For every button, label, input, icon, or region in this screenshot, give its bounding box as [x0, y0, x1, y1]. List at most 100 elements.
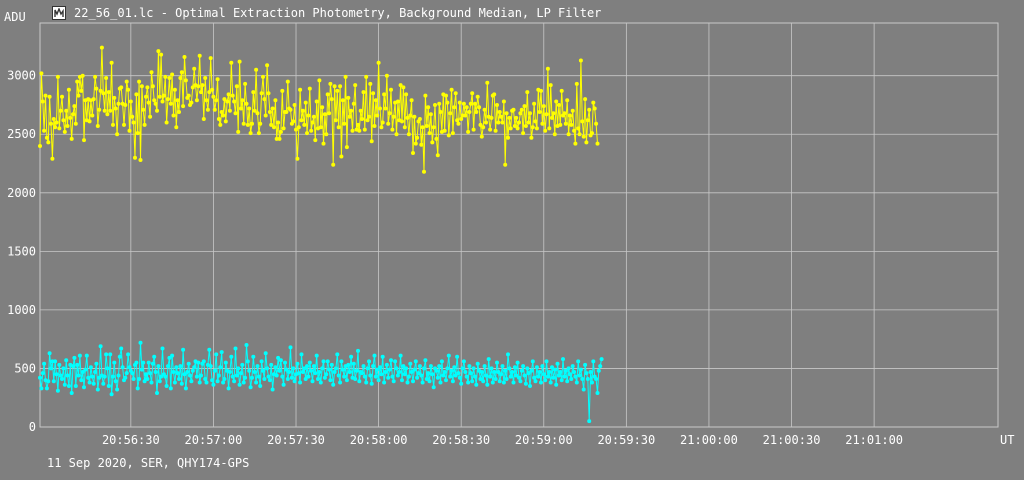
data-point [80, 73, 85, 78]
data-point [200, 83, 205, 88]
data-point [115, 387, 120, 392]
data-point [306, 374, 311, 379]
data-point [594, 377, 599, 381]
data-point [144, 94, 148, 99]
data-point [259, 91, 264, 96]
data-point [157, 379, 162, 384]
data-point [522, 373, 527, 378]
data-point [270, 387, 275, 392]
data-point [226, 92, 231, 97]
data-point [229, 354, 234, 359]
data-point [44, 135, 49, 140]
data-point [424, 377, 429, 381]
data-point [227, 370, 232, 374]
data-point [365, 118, 370, 123]
data-point [49, 366, 53, 371]
data-point [450, 131, 455, 136]
data-point [383, 106, 388, 111]
data-point [357, 379, 362, 384]
data-point [508, 374, 513, 379]
data-point [340, 367, 345, 372]
data-point [324, 372, 329, 377]
data-point [183, 386, 188, 391]
data-point [166, 364, 170, 369]
data-point [204, 98, 209, 103]
data-point [468, 101, 473, 106]
data-point [194, 374, 199, 379]
data-point [133, 155, 137, 160]
data-point [336, 373, 341, 378]
data-point [482, 364, 487, 369]
data-point [573, 141, 578, 146]
data-point [95, 387, 100, 392]
data-point [328, 378, 333, 383]
data-point [556, 373, 561, 378]
data-point [252, 108, 257, 113]
data-point [393, 359, 398, 364]
data-point [168, 386, 173, 391]
data-point [532, 375, 537, 380]
data-point [426, 105, 431, 110]
data-point [504, 377, 509, 381]
data-point [276, 355, 281, 360]
data-point [40, 99, 45, 104]
data-point [504, 111, 509, 116]
data-point [239, 106, 243, 111]
data-point [551, 375, 556, 380]
data-point [515, 360, 520, 365]
data-point [248, 385, 253, 390]
data-point [336, 125, 341, 130]
data-point [141, 107, 146, 112]
data-point [587, 419, 592, 424]
data-point [175, 371, 180, 376]
data-point [466, 380, 471, 385]
data-point [595, 391, 600, 395]
data-point [320, 366, 325, 371]
data-point [171, 370, 176, 374]
data-point [296, 125, 301, 130]
data-point [152, 354, 157, 359]
data-point [210, 87, 215, 92]
data-point [225, 99, 230, 104]
data-point [46, 379, 51, 384]
data-point [475, 361, 480, 366]
data-point [395, 373, 400, 378]
data-point [111, 122, 115, 127]
data-point [350, 128, 355, 133]
data-point [444, 93, 448, 98]
data-point [150, 84, 155, 89]
data-point [426, 371, 431, 376]
y-tick-label: 3000 [7, 69, 36, 83]
data-point [197, 53, 202, 58]
data-point [182, 372, 187, 377]
data-point [442, 370, 447, 374]
data-point [50, 156, 55, 161]
data-point [135, 386, 140, 391]
data-point [232, 379, 237, 384]
data-point [353, 83, 358, 88]
data-point [263, 113, 268, 118]
data-point [60, 94, 64, 99]
data-point [57, 126, 62, 131]
data-point [153, 101, 158, 106]
data-point [488, 127, 493, 132]
data-point [389, 358, 393, 363]
data-point [519, 368, 524, 373]
data-point [267, 110, 272, 114]
data-point [199, 90, 203, 95]
data-point [68, 115, 73, 120]
data-point [466, 129, 471, 134]
data-point [400, 378, 404, 383]
data-point [101, 381, 106, 386]
data-point [302, 366, 307, 371]
data-point [88, 365, 93, 370]
data-point [322, 375, 327, 380]
data-point [234, 84, 239, 89]
data-point [252, 370, 257, 374]
data-point [384, 73, 389, 78]
data-point [123, 103, 128, 107]
data-point [237, 59, 242, 64]
data-point [93, 370, 98, 374]
data-point [375, 367, 380, 372]
data-point [382, 380, 387, 385]
